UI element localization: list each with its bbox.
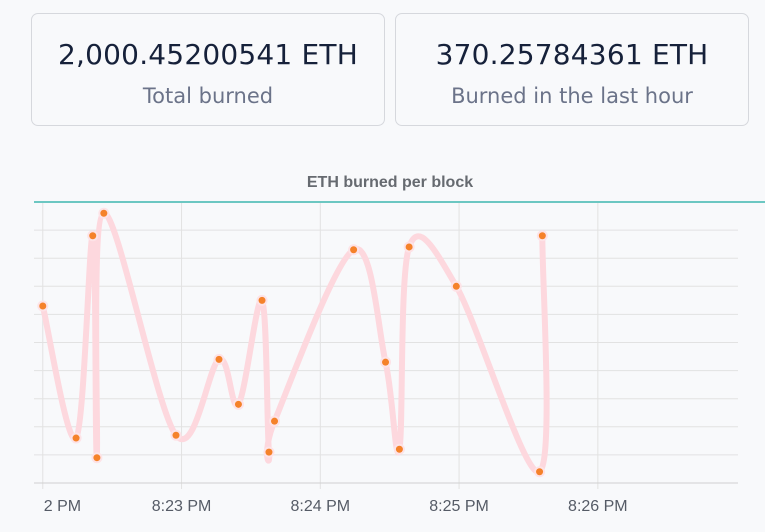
x-tick-label: 2 PM	[44, 498, 81, 515]
data-point[interactable]	[215, 355, 223, 363]
chart-point-layer	[37, 207, 548, 478]
total-burned-value: 2,000.45200541 ETH	[58, 38, 358, 71]
data-point[interactable]	[234, 400, 242, 408]
x-tick-label: 8:23 PM	[152, 498, 212, 515]
last-hour-value: 370.25784361 ETH	[435, 38, 709, 71]
data-point[interactable]	[89, 232, 97, 240]
data-point[interactable]	[452, 282, 460, 290]
data-point[interactable]	[350, 246, 358, 254]
x-tick-label: 8:24 PM	[291, 498, 351, 515]
data-point[interactable]	[395, 445, 403, 453]
total-burned-card: 2,000.45200541 ETH Total burned	[31, 13, 385, 126]
data-point[interactable]	[258, 296, 266, 304]
x-tick-label: 8:26 PM	[568, 498, 628, 515]
data-point[interactable]	[172, 431, 180, 439]
data-point[interactable]	[405, 243, 413, 251]
last-hour-card: 370.25784361 ETH Burned in the last hour	[395, 13, 749, 126]
data-point[interactable]	[536, 468, 544, 476]
data-point[interactable]	[93, 454, 101, 462]
data-point[interactable]	[72, 434, 80, 442]
data-point[interactable]	[382, 358, 390, 366]
data-point[interactable]	[538, 232, 546, 240]
chart-tick-layer: 2 PM 8:23 PM 8:24 PM 8:25 PM 8:26 PM	[44, 498, 628, 515]
x-tick-label: 8:25 PM	[429, 498, 489, 515]
chart-grid	[34, 201, 765, 489]
data-point[interactable]	[100, 209, 108, 217]
data-point[interactable]	[39, 302, 47, 310]
chart-title: ETH burned per block	[307, 174, 473, 191]
total-burned-label: Total burned	[142, 84, 274, 108]
data-point[interactable]	[265, 448, 273, 456]
series-line	[39, 210, 550, 475]
last-hour-label: Burned in the last hour	[451, 84, 693, 108]
chart-line-layer	[39, 210, 550, 475]
data-point[interactable]	[271, 417, 279, 425]
